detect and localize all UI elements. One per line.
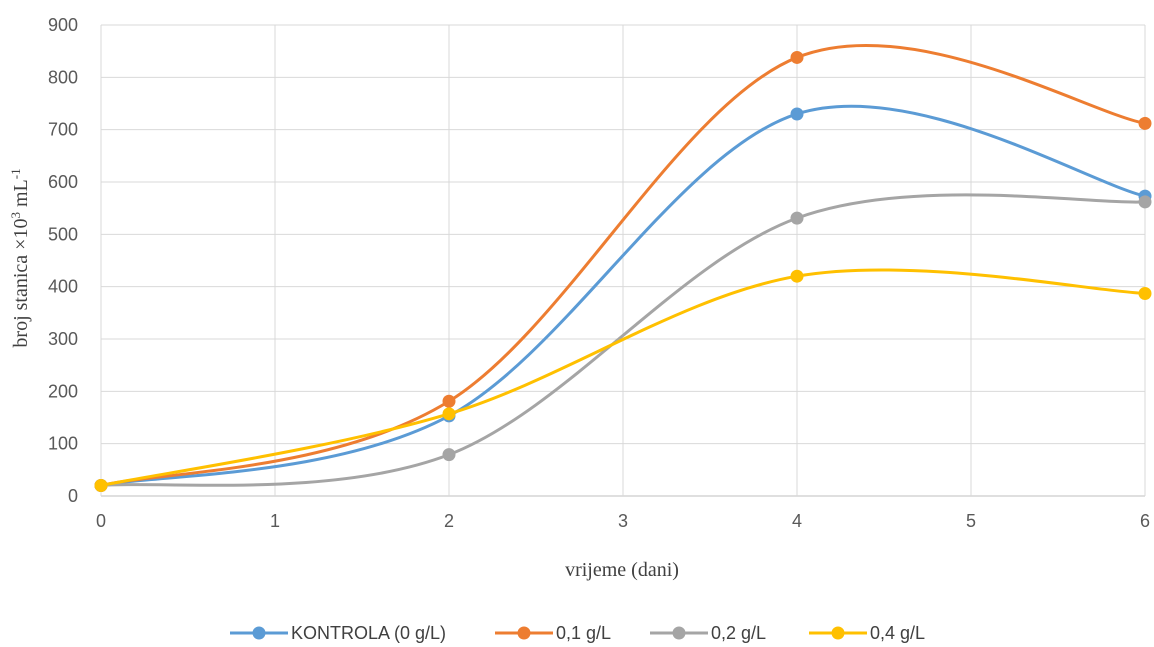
y-tick-label: 100 — [48, 434, 78, 454]
y-tick-label: 0 — [68, 486, 78, 506]
legend-item: 0,1 g/L — [495, 623, 611, 643]
x-axis-title: vrijeme (dani) — [565, 559, 679, 581]
data-point — [1138, 195, 1152, 209]
data-point — [442, 407, 456, 421]
x-tick-labels: 0 1 2 3 4 5 6 — [96, 511, 1150, 531]
grid — [100, 24, 1146, 497]
x-tick-label: 1 — [270, 511, 280, 531]
legend-label: 0,4 g/L — [870, 623, 925, 643]
x-tick-label: 2 — [444, 511, 454, 531]
series-line — [99, 268, 1147, 488]
series-line — [99, 43, 1147, 488]
y-tick-label: 500 — [48, 224, 78, 244]
y-tick-label: 800 — [48, 67, 78, 87]
series-line — [99, 104, 1147, 488]
y-tick-label: 200 — [48, 381, 78, 401]
y-axis-title-sup1: 3 — [8, 212, 23, 219]
x-tick-label: 0 — [96, 511, 106, 531]
data-point — [790, 211, 804, 225]
data-point — [1138, 286, 1152, 300]
data-point — [1138, 116, 1152, 130]
y-axis-title-sup2: -1 — [8, 168, 23, 179]
y-tick-label: 600 — [48, 172, 78, 192]
data-point — [94, 479, 108, 493]
legend-item: KONTROLA (0 g/L) — [230, 623, 446, 643]
series-line — [99, 193, 1147, 488]
data-point — [790, 50, 804, 64]
legend-marker — [252, 626, 266, 640]
x-tick-label: 6 — [1140, 511, 1150, 531]
legend-marker — [672, 626, 686, 640]
y-tick-labels: 0 100 200 300 400 500 600 700 800 900 — [48, 15, 78, 506]
y-axis-title-mid: mL — [10, 179, 32, 212]
legend-label: 0,1 g/L — [556, 623, 611, 643]
data-point — [790, 107, 804, 121]
x-tick-label: 3 — [618, 511, 628, 531]
legend-marker — [517, 626, 531, 640]
x-tick-label: 5 — [966, 511, 976, 531]
legend-label: 0,2 g/L — [711, 623, 766, 643]
legend-item: 0,2 g/L — [650, 623, 766, 643]
legend-label: KONTROLA (0 g/L) — [291, 623, 446, 643]
data-point — [442, 448, 456, 462]
data-point — [442, 394, 456, 408]
series-3 — [94, 268, 1152, 493]
y-tick-label: 400 — [48, 277, 78, 297]
legend: KONTROLA (0 g/L) 0,1 g/L 0,2 g/L 0,4 g/L — [230, 623, 925, 643]
x-tick-label: 4 — [792, 511, 802, 531]
y-axis-title-main: broj stanica ×10 — [10, 219, 32, 348]
series-layer — [94, 43, 1152, 493]
y-tick-label: 700 — [48, 120, 78, 140]
y-tick-label: 300 — [48, 329, 78, 349]
legend-item: 0,4 g/L — [809, 623, 925, 643]
y-tick-label: 900 — [48, 15, 78, 35]
y-axis-title: broj stanica ×103 mL-1 — [8, 168, 32, 347]
data-point — [790, 269, 804, 283]
legend-marker — [831, 626, 845, 640]
